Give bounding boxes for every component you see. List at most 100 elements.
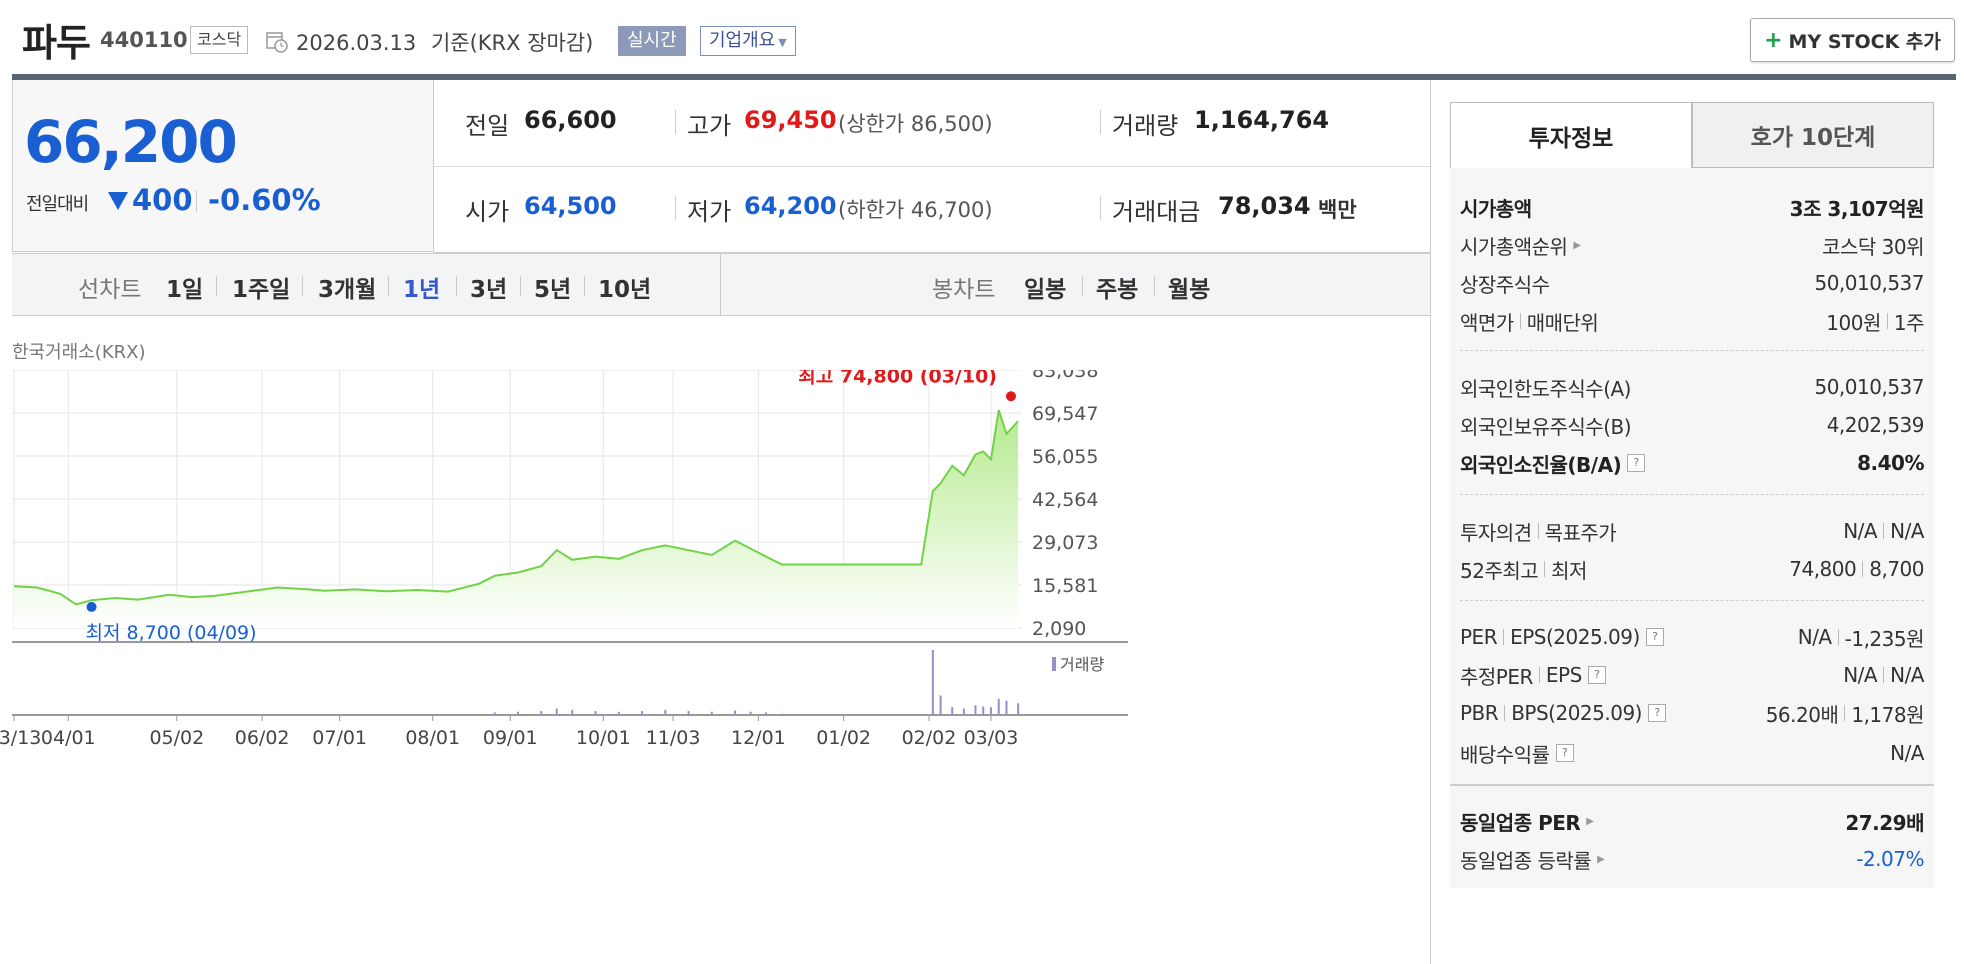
tab-1y[interactable]: 1년 — [403, 277, 441, 303]
foreign-rate-label: 외국인소진율(B/A) — [1460, 452, 1622, 477]
industry-per-link[interactable]: 동일업종 PER ▶ — [1460, 807, 1594, 836]
pbr-value: 56.20배 — [1765, 702, 1839, 727]
tab-10y[interactable]: 10년 — [598, 277, 652, 303]
caret-right-icon: ▶ — [1586, 815, 1594, 827]
divider — [196, 190, 197, 212]
x-tick-label: 03/03 — [964, 727, 1019, 749]
volume-label: 거래량 — [1112, 112, 1179, 140]
divider — [1450, 784, 1934, 786]
add-mystock-button[interactable]: + MY STOCK 추가 — [1750, 18, 1955, 62]
tab-1d[interactable]: 1일 — [166, 277, 204, 303]
divider — [456, 276, 457, 296]
foreign-hold-value: 4,202,539 — [1826, 413, 1925, 437]
upper-limit-label: 상한가 — [846, 112, 905, 136]
target-label: 목표주가 — [1544, 520, 1617, 545]
divider — [1100, 110, 1101, 134]
price-box — [12, 80, 434, 252]
min-marker — [86, 601, 97, 612]
row-foreign-limit: 외국인한도주식수(A) 50,010,537 — [1460, 370, 1924, 404]
industry-rate-label: 동일업종 등락률 — [1460, 848, 1592, 873]
market-cap-rank-link[interactable]: 시가총액순위 ▶ — [1460, 231, 1581, 260]
eps-label: EPS(2025.09) — [1510, 625, 1640, 649]
tab-monthly[interactable]: 월봉 — [1168, 277, 1211, 303]
stock-name: 파두 — [22, 21, 91, 65]
prev-close-label: 전일 — [465, 112, 510, 140]
chart-source: 한국거래소(KRX) — [12, 342, 146, 363]
low-label: 저가 — [687, 198, 732, 226]
current-price: 66,200 — [24, 108, 238, 176]
pbr-label: PBR — [1460, 701, 1499, 725]
row-foreign-rate: 외국인소진율(B/A)? 8.40% — [1460, 446, 1924, 480]
div-value: N/A — [1890, 741, 1924, 765]
volume-bar — [540, 711, 543, 715]
volume-bar — [997, 698, 1000, 715]
est-eps-label: EPS — [1545, 663, 1582, 687]
x-tick-label: 03/13 — [0, 727, 41, 749]
upper-limit: (상한가 86,500) — [838, 112, 993, 136]
corp-overview-dropdown[interactable]: 기업개요 ▼ — [700, 26, 796, 56]
help-icon[interactable]: ? — [1587, 666, 1606, 684]
volume-bar — [951, 707, 954, 715]
est-eps-value: N/A — [1890, 663, 1924, 687]
tab-daily[interactable]: 일봉 — [1024, 277, 1067, 303]
candle-chart-label: 봉차트 — [932, 277, 996, 303]
help-icon[interactable]: ? — [1627, 454, 1646, 472]
trade-amount-label: 거래대금 — [1112, 198, 1201, 226]
foreign-limit-label: 외국인한도주식수(A) — [1460, 376, 1632, 401]
help-icon[interactable]: ? — [1647, 704, 1666, 722]
foreign-hold-label: 외국인보유주식수(B) — [1460, 414, 1632, 439]
industry-rate-link[interactable]: 동일업종 등락률 ▶ — [1460, 845, 1605, 874]
tab-invest-info[interactable]: 투자정보 — [1450, 102, 1692, 168]
x-tick-label: 10/01 — [576, 727, 631, 749]
divider — [1430, 80, 1431, 964]
y-tick-label: 42,564 — [1032, 489, 1098, 511]
volume-legend-swatch — [1052, 657, 1056, 671]
help-icon[interactable]: ? — [1555, 744, 1574, 762]
tab-orderbook-10[interactable]: 호가 10단계 — [1692, 102, 1934, 168]
row-opinion: 투자의견 목표주가 N/A N/A — [1460, 514, 1924, 548]
tab-weekly[interactable]: 주봉 — [1096, 277, 1139, 303]
low-value: 64,200 — [744, 192, 837, 220]
divider — [1460, 600, 1924, 601]
divider — [584, 276, 585, 296]
divider — [1082, 276, 1083, 296]
volume-bar — [571, 709, 574, 715]
y-tick-label: 69,547 — [1032, 403, 1098, 425]
x-tick-label: 09/01 — [483, 727, 538, 749]
help-icon[interactable]: ? — [1645, 628, 1664, 646]
price-change-rate: -0.60% — [208, 183, 321, 217]
opinion-value: N/A — [1843, 519, 1878, 543]
add-mystock-label: MY STOCK 추가 — [1788, 30, 1941, 53]
volume-bar — [710, 711, 713, 715]
tab-1w[interactable]: 1주일 — [232, 277, 291, 303]
volume-bar — [687, 711, 690, 715]
bps-label: BPS(2025.09) — [1511, 701, 1642, 725]
foreign-limit-value: 50,010,537 — [1814, 375, 1924, 399]
tab-3m[interactable]: 3개월 — [318, 277, 377, 303]
divider — [216, 276, 217, 296]
per-value: N/A — [1797, 625, 1832, 649]
open-label: 시가 — [465, 198, 510, 226]
upper-limit-value: 86,500 — [910, 112, 985, 136]
tab-3y[interactable]: 3년 — [470, 277, 508, 303]
trade-unit-label: 매매단위 — [1526, 310, 1599, 335]
foreign-rate-value: 8.40% — [1857, 451, 1924, 475]
divider — [388, 276, 389, 296]
market-cap-rank-label: 시가총액순위 — [1460, 234, 1568, 259]
volume-bar — [617, 711, 620, 715]
industry-rate-value: -2.07% — [1856, 847, 1924, 871]
calendar-clock-icon — [266, 32, 288, 53]
divider — [520, 276, 521, 296]
trade-amount-value: 78,034 — [1218, 192, 1311, 220]
prev-compare-label: 전일대비 — [26, 194, 89, 215]
price-line — [13, 409, 1019, 606]
x-tick-label: 07/01 — [312, 727, 367, 749]
tab-5y[interactable]: 5년 — [534, 277, 572, 303]
divider — [1154, 276, 1155, 296]
x-tick-label: 01/02 — [816, 727, 871, 749]
realtime-button[interactable]: 실시간 — [618, 26, 686, 56]
y-tick-label: 15,581 — [1032, 575, 1098, 597]
divider — [675, 110, 676, 134]
volume-legend-label: 거래량 — [1060, 655, 1104, 674]
w52-low-label: 최저 — [1551, 558, 1587, 583]
